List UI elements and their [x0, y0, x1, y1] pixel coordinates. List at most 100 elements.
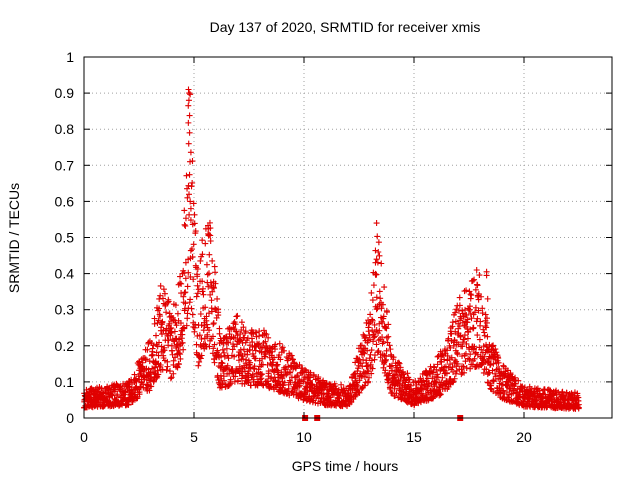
data-point	[465, 355, 472, 362]
y-tick-label: 1	[66, 49, 74, 65]
data-point	[456, 323, 463, 330]
data-point	[226, 331, 233, 338]
data-point	[142, 356, 149, 363]
data-point	[402, 379, 409, 386]
data-point	[430, 363, 437, 370]
data-point	[182, 259, 189, 266]
data-point	[210, 320, 217, 327]
data-point	[395, 377, 402, 384]
data-point	[459, 339, 466, 346]
data-point	[489, 367, 496, 374]
data-point	[262, 338, 269, 345]
data-point	[276, 378, 283, 385]
data-point	[374, 303, 381, 310]
data-point	[483, 366, 490, 373]
data-point	[323, 380, 330, 387]
y-tick-label: 0	[66, 410, 74, 426]
data-point	[395, 377, 402, 384]
data-point	[150, 377, 157, 384]
data-point	[289, 356, 296, 363]
data-point	[256, 340, 263, 347]
data-point	[478, 293, 485, 300]
data-point	[389, 367, 396, 374]
data-point	[270, 359, 277, 366]
data-point	[247, 364, 254, 371]
data-point	[276, 352, 283, 359]
data-point	[187, 205, 194, 212]
data-point	[375, 347, 382, 354]
data-point	[433, 366, 440, 373]
data-point	[367, 311, 374, 318]
data-point	[186, 211, 193, 218]
data-point	[156, 295, 163, 302]
data-point	[449, 364, 456, 371]
data-point	[160, 352, 167, 359]
data-point	[161, 347, 168, 354]
data-point	[354, 382, 361, 389]
data-point	[207, 225, 214, 232]
data-point	[187, 198, 194, 205]
data-point	[461, 369, 468, 376]
data-point	[474, 282, 481, 289]
data-point	[484, 333, 491, 340]
data-point	[214, 374, 221, 381]
data-point	[454, 360, 461, 367]
data-point	[182, 275, 189, 282]
data-point	[98, 385, 105, 392]
data-point	[380, 338, 387, 345]
data-point	[172, 354, 179, 361]
data-point	[188, 305, 195, 312]
y-tick-label: 0.7	[55, 157, 75, 173]
data-point	[190, 241, 197, 248]
data-point	[361, 350, 368, 357]
data-point	[182, 289, 189, 296]
data-point	[216, 330, 223, 337]
data-point	[186, 171, 193, 178]
data-point	[189, 311, 196, 318]
data-point	[192, 321, 199, 328]
data-point	[368, 316, 375, 323]
data-point	[380, 313, 387, 320]
data-point	[374, 233, 381, 240]
data-point	[149, 345, 156, 352]
data-point	[379, 320, 386, 327]
data-point	[481, 332, 488, 339]
data-point	[484, 295, 491, 302]
data-point	[442, 363, 449, 370]
data-point	[483, 272, 490, 279]
grid	[84, 57, 612, 418]
data-point	[434, 361, 441, 368]
data-point	[184, 283, 191, 290]
data-point	[150, 342, 157, 349]
data-point	[373, 327, 380, 334]
data-point	[170, 370, 177, 377]
data-point	[194, 282, 201, 289]
data-point	[173, 322, 180, 329]
data-point	[144, 346, 151, 353]
data-point	[266, 344, 273, 351]
data-point	[189, 179, 196, 186]
data-point	[221, 353, 228, 360]
data-point	[443, 369, 450, 376]
data-point	[239, 372, 246, 379]
data-point	[243, 356, 250, 363]
data-point	[234, 312, 241, 319]
data-point	[180, 346, 187, 353]
x-tick-label: 20	[516, 429, 532, 445]
data-point	[157, 292, 164, 299]
data-point	[182, 215, 189, 222]
data-point	[310, 373, 317, 380]
data-point	[370, 338, 377, 345]
data-point	[376, 327, 383, 334]
data-point	[467, 351, 474, 358]
data-point	[207, 238, 214, 245]
data-point	[153, 332, 160, 339]
data-point	[396, 360, 403, 367]
data-point	[187, 158, 194, 165]
data-point	[172, 302, 179, 309]
data-point	[505, 394, 512, 401]
data-point	[452, 309, 459, 316]
data-point	[92, 392, 99, 399]
data-point	[204, 271, 211, 278]
